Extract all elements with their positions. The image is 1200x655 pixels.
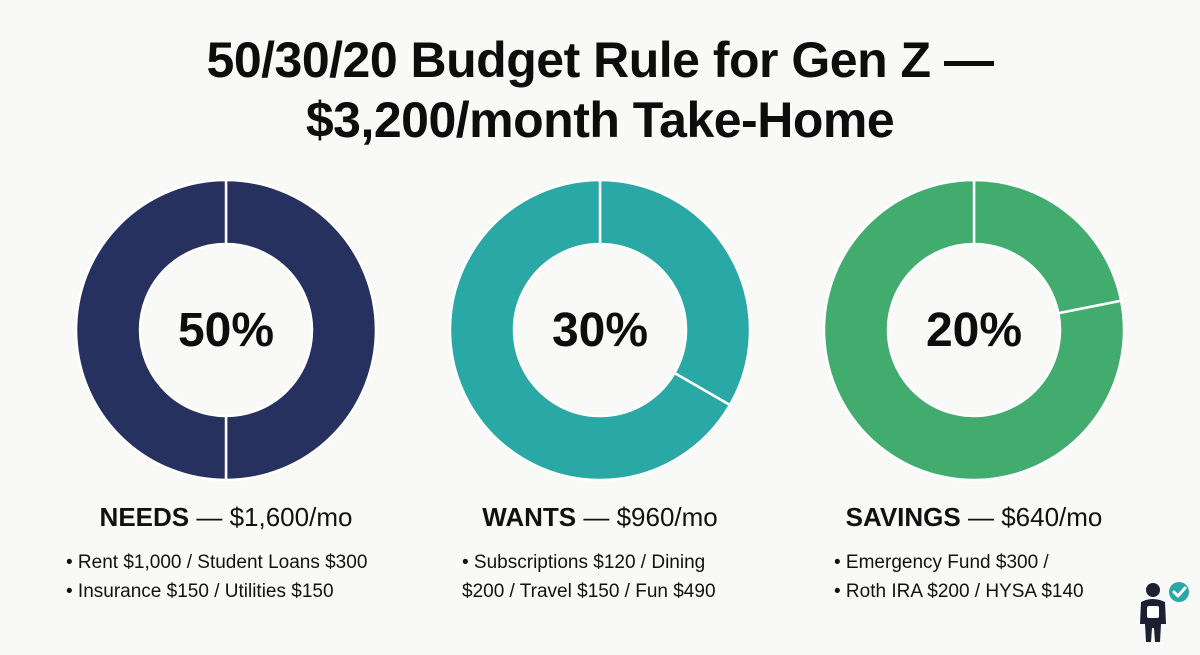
person-check-icon bbox=[1140, 582, 1189, 642]
wants-heading: WANTS — $960/mo bbox=[440, 502, 760, 533]
wants-breakdown: • Subscriptions $120 / Dining $200 / Tra… bbox=[462, 548, 716, 606]
savings-line-1: • Emergency Fund $300 / bbox=[834, 552, 1049, 573]
chart-title: 50/30/20 Budget Rule for Gen Z — $3,200/… bbox=[0, 30, 1200, 150]
savings-donut bbox=[822, 178, 1126, 482]
wants-line-1: • Subscriptions $120 / Dining bbox=[462, 552, 706, 573]
savings-breakdown: • Emergency Fund $300 / • Roth IRA $200 … bbox=[834, 548, 1084, 606]
needs-category: NEEDS bbox=[99, 502, 190, 532]
donut-slice bbox=[972, 178, 1123, 315]
donut-slice bbox=[448, 178, 732, 482]
needs-donut bbox=[74, 178, 378, 482]
savings-heading: SAVINGS — $640/mo bbox=[814, 502, 1134, 533]
donut-slice bbox=[74, 178, 228, 482]
savings-amount: — $640/mo bbox=[967, 502, 1103, 532]
donut-slice bbox=[598, 178, 752, 407]
wants-line-2: $200 / Travel $150 / Fun $490 bbox=[462, 581, 716, 602]
needs-line-2: • Insurance $150 / Utilities $150 bbox=[66, 581, 334, 602]
savings-category: SAVINGS bbox=[845, 502, 961, 532]
needs-line-1: • Rent $1,000 / Student Loans $300 bbox=[66, 552, 368, 573]
wants-category: WANTS bbox=[482, 502, 577, 532]
needs-heading: NEEDS — $1,600/mo bbox=[66, 502, 386, 533]
needs-amount: — $1,600/mo bbox=[196, 502, 353, 532]
title-line-1: 50/30/20 Budget Rule for Gen Z — bbox=[206, 32, 994, 88]
donut-slice bbox=[224, 178, 378, 482]
needs-breakdown: • Rent $1,000 / Student Loans $300 • Ins… bbox=[66, 548, 367, 606]
title-line-2: $3,200/month Take-Home bbox=[305, 92, 895, 148]
wants-amount: — $960/mo bbox=[583, 502, 718, 532]
donut-slice bbox=[822, 178, 1126, 482]
savings-line-2: • Roth IRA $200 / HYSA $140 bbox=[834, 581, 1084, 602]
wants-donut bbox=[448, 178, 752, 482]
